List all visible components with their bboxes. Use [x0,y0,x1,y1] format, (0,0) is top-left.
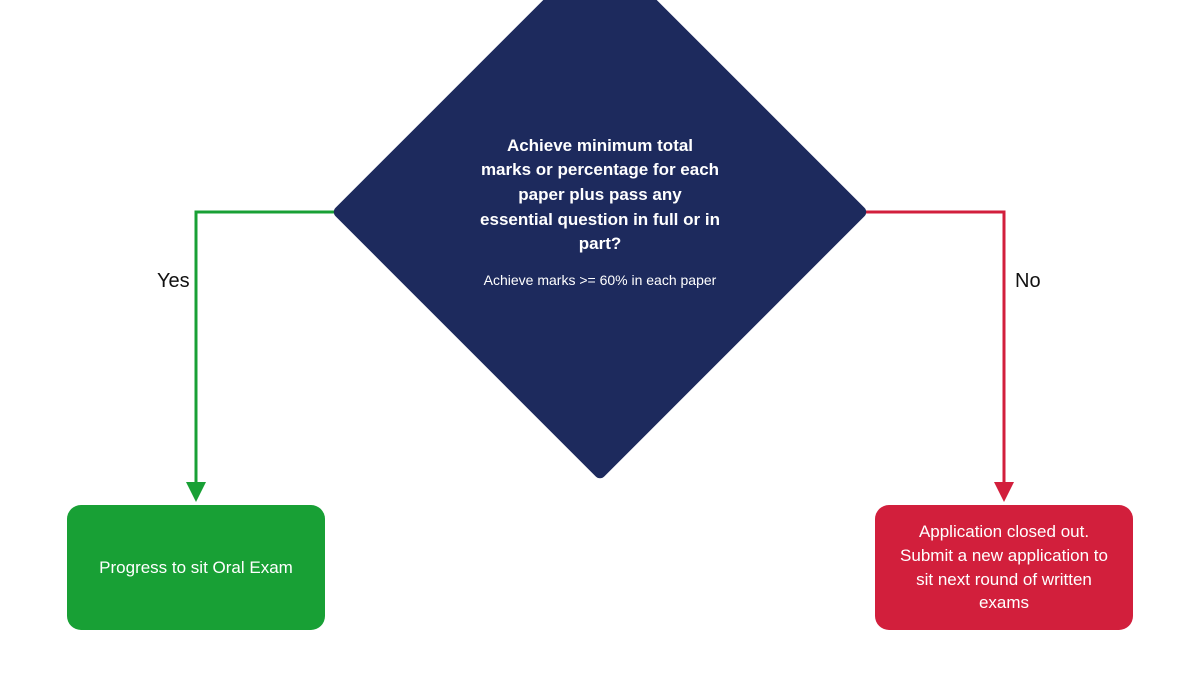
outcome-no-box: Application closed out. Submit a new app… [875,505,1133,630]
branch-label-yes: Yes [157,270,190,293]
outcome-no-text: Application closed out. Submit a new app… [895,520,1113,615]
outcome-yes-text: Progress to sit Oral Exam [99,556,293,580]
outcome-yes-box: Progress to sit Oral Exam [67,505,325,630]
decision-text-wrap: Achieve minimum total marks or percentag… [410,22,790,402]
flowchart-canvas: Achieve minimum total marks or percentag… [0,0,1200,679]
decision-node: Achieve minimum total marks or percentag… [410,22,790,402]
decision-sub-text: Achieve marks >= 60% in each paper [484,271,717,291]
branch-label-no: No [1015,270,1041,293]
decision-main-text: Achieve minimum total marks or percentag… [480,134,720,257]
